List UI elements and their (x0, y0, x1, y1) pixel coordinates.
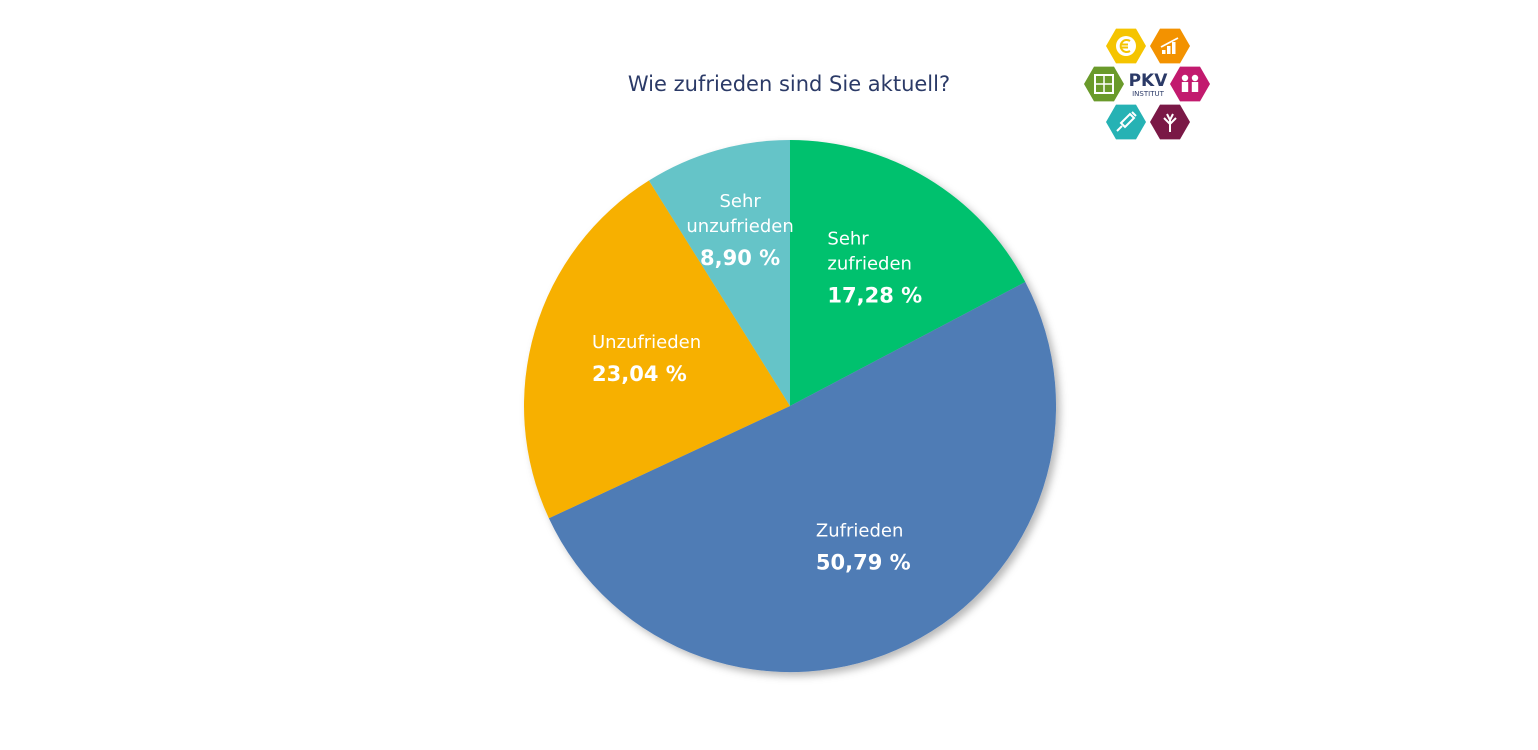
slice-value-0: 17,28 % (827, 283, 922, 307)
slice-value-1: 50,79 % (816, 551, 911, 575)
pie-slice-2 (524, 180, 790, 519)
slice-label-2-0: Unzufrieden (592, 332, 701, 353)
syringe-icon (1106, 104, 1146, 140)
family-icon (1170, 66, 1210, 102)
pkv-institut-logo: PKV INSTITUT (1084, 28, 1210, 140)
logo-subtitle: INSTITUT (1132, 90, 1164, 98)
puzzle-icon (1084, 66, 1124, 102)
pie-slice-3 (648, 140, 790, 406)
euro-icon (1106, 28, 1146, 64)
pie-slice-0 (790, 140, 1026, 406)
slice-value-3: 8,90 % (700, 246, 780, 270)
pie-slice-1 (548, 281, 1057, 673)
growth-chart-icon (1150, 28, 1190, 64)
logo-name: PKV (1129, 71, 1169, 91)
slice-label-3-0: Sehr (719, 191, 761, 212)
slice-label-3-1: unzufrieden (686, 216, 793, 237)
slice-label-0-0: Sehr (827, 228, 869, 249)
slice-value-2: 23,04 % (592, 362, 687, 386)
slice-label-0-1: zufrieden (827, 253, 912, 274)
chart-title: Wie zufrieden sind Sie aktuell? (627, 72, 951, 96)
slice-label-1-0: Zufrieden (816, 521, 903, 542)
tree-icon (1150, 104, 1190, 140)
